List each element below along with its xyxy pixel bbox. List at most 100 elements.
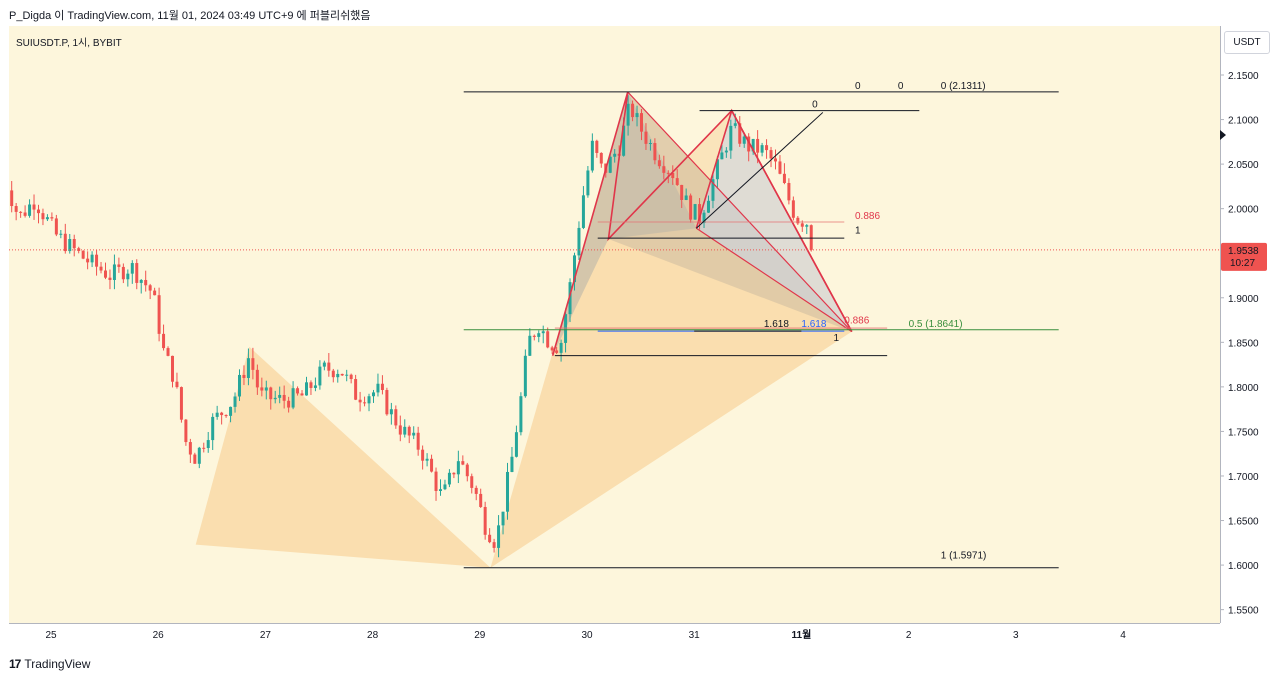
candle-body: [550, 347, 554, 351]
fib-label-9: 0.5 (1.8641): [909, 319, 963, 330]
candle-body: [760, 145, 764, 153]
candle-body: [313, 385, 317, 388]
candle-body: [564, 314, 568, 343]
symbol-label: SUIUSDT.P, 1시, BYBIT: [16, 38, 122, 49]
last-price-label: 1.9538: [1228, 246, 1259, 257]
candle-body: [523, 355, 527, 397]
candle-body: [19, 211, 23, 213]
candle-body: [304, 382, 308, 396]
candle-body: [657, 160, 661, 167]
candle-body: [724, 150, 728, 153]
candle-body: [233, 396, 237, 407]
price-tick-label: 2.1500: [1228, 71, 1259, 82]
currency-button[interactable]: USDT: [1224, 31, 1270, 54]
candle-body: [117, 264, 121, 267]
price-axis[interactable]: [1220, 26, 1280, 623]
plot-group: [10, 91, 1059, 569]
candle-body: [139, 279, 143, 283]
candle-body: [68, 239, 72, 252]
fib-label-3: 0: [812, 100, 818, 111]
candle-body: [756, 138, 760, 153]
candle-body: [255, 369, 259, 388]
candle-body: [260, 387, 264, 391]
time-tick-label: 31: [689, 630, 701, 641]
candle-body: [778, 161, 782, 174]
candle-body: [800, 223, 804, 227]
scroll-marker-icon: [1220, 130, 1226, 140]
candle-body: [81, 250, 85, 259]
candle-body: [590, 140, 594, 171]
candle-body: [680, 184, 684, 201]
candle-body: [23, 212, 27, 216]
fib-label-6: 1.618: [764, 319, 789, 330]
candle-body: [809, 225, 813, 250]
price-tick-label: 1.6000: [1228, 561, 1259, 572]
candle-body: [447, 472, 451, 485]
candle-body: [331, 370, 335, 378]
candle-body: [246, 358, 250, 378]
candle-body: [631, 103, 635, 118]
candle-body: [202, 447, 206, 449]
candle-body: [86, 258, 90, 263]
candle-body: [135, 263, 139, 283]
candle-body: [242, 374, 246, 378]
candle-body: [568, 282, 572, 315]
candle-body: [112, 264, 116, 280]
candle-body: [559, 342, 563, 353]
fib-label-7: 1.618: [801, 319, 826, 330]
candle-body: [336, 373, 340, 378]
pattern-3-bcd-fill: [696, 110, 852, 332]
candle-body: [358, 399, 362, 403]
candle-body: [537, 333, 541, 337]
candle-body: [90, 254, 94, 263]
candle-body: [443, 484, 447, 490]
candle-body: [224, 415, 228, 417]
candle-body: [59, 233, 63, 235]
candle-body: [581, 195, 585, 228]
candle-body: [782, 173, 786, 183]
candle-body: [773, 158, 777, 162]
candle-body: [264, 387, 268, 391]
candle-body: [586, 170, 590, 196]
publish-info-text: P_Digda 이 TradingView.com, 11월 01, 2024 …: [9, 10, 371, 22]
time-tick-label: 29: [474, 630, 486, 641]
candle-body: [644, 131, 648, 144]
candle-body: [684, 195, 688, 201]
candle-body: [693, 204, 697, 220]
price-tick-label: 2.1000: [1228, 116, 1259, 127]
pattern-2-xd-line: [627, 91, 853, 333]
candle-body: [666, 172, 670, 174]
candle-body: [32, 204, 36, 210]
candle-body: [635, 113, 639, 118]
candle-body: [144, 279, 148, 286]
candle-body: [430, 458, 434, 472]
candle-body: [99, 266, 103, 271]
candle-body: [126, 273, 130, 280]
candle-body: [211, 416, 215, 441]
candle-body: [733, 123, 737, 126]
candle-body: [425, 458, 429, 461]
fib-label-11: 1 (1.5971): [941, 551, 987, 562]
candle-body: [367, 396, 371, 404]
candle-body: [577, 227, 581, 256]
time-axis[interactable]: [9, 623, 1220, 647]
candle-body: [363, 402, 367, 404]
candle-body: [371, 392, 375, 397]
tradingview-logo[interactable]: 17 TradingView: [9, 657, 90, 671]
candle-body: [648, 143, 652, 145]
candle-body: [10, 190, 14, 207]
price-tick-label: 1.5500: [1228, 606, 1259, 617]
fib-label-10: 1: [834, 333, 840, 344]
candle-body: [157, 295, 161, 334]
candle-body: [613, 153, 617, 157]
candle-body: [385, 390, 389, 415]
candle-body: [514, 432, 518, 457]
candle-body: [309, 382, 313, 388]
candle-body: [742, 136, 746, 144]
candle-body: [206, 440, 210, 448]
candle-body: [188, 442, 192, 455]
candle-body: [340, 373, 344, 376]
candle-body: [791, 200, 795, 218]
candle-body: [720, 152, 724, 160]
